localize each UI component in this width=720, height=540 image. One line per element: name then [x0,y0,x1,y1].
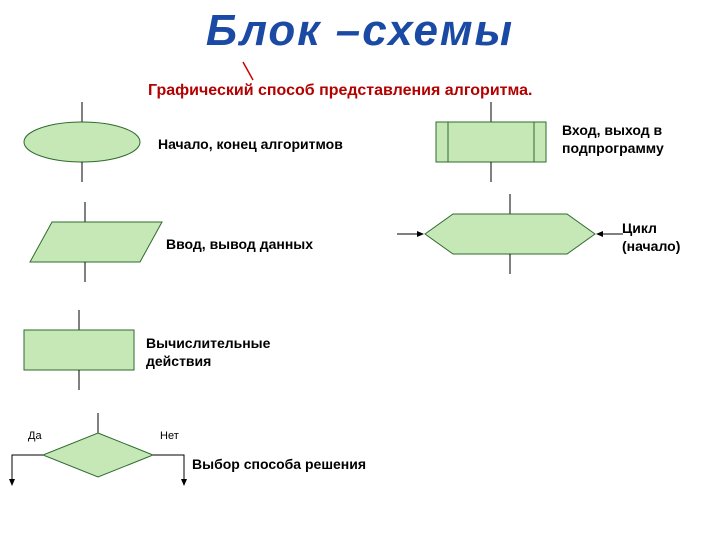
label-terminator: Начало, конец алгоритмов [158,136,343,154]
label-loop: Цикл (начало) [622,220,680,255]
label-decision: Выбор способа решения [192,456,366,474]
page-subtitle: Графический способ представления алгорит… [148,82,532,100]
label-yes: Да [28,430,42,442]
page-title: Блок –схемы [0,6,720,56]
label-subroutine: Вход, выход в подпрограмму [562,122,664,157]
label-process: Вычислительные действия [146,335,270,370]
label-io: Ввод, вывод данных [166,236,313,254]
label-no: Нет [160,430,179,442]
